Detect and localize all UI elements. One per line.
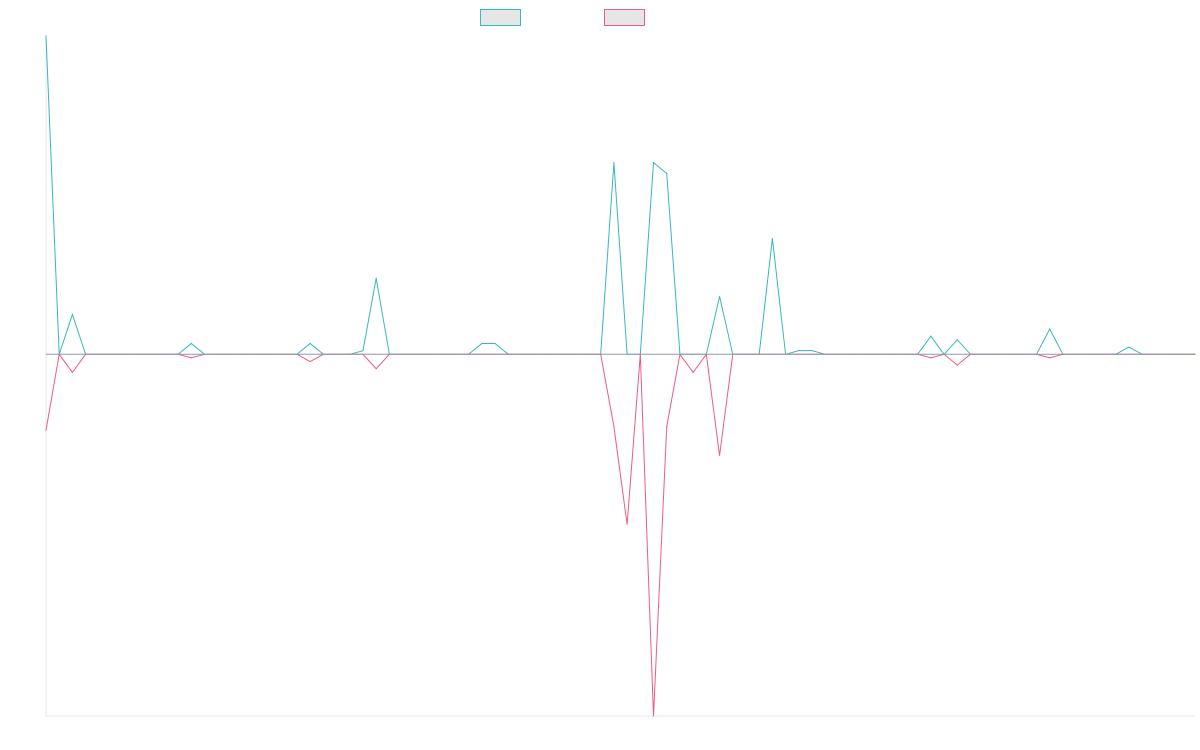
series-layer	[45, 35, 1196, 717]
data-point-series-2	[190, 357, 192, 359]
data-point-series-2	[956, 364, 958, 366]
legend-swatch-series-1[interactable]	[480, 9, 521, 26]
data-point-series-2	[692, 371, 694, 373]
series-line-2	[45, 352, 1195, 717]
data-point-series-1	[1128, 346, 1130, 348]
data-point-series-2	[1049, 357, 1051, 359]
data-point-series-2	[652, 715, 655, 717]
data-point-series-2	[613, 426, 615, 428]
data-point-series-1	[1049, 328, 1051, 330]
data-point-series-1	[375, 277, 377, 279]
data-point-series-1	[652, 162, 655, 164]
data-point-series-1	[362, 350, 364, 352]
data-point-series-1	[798, 350, 800, 352]
data-point-series-1	[811, 350, 813, 352]
data-point-series-2	[45, 429, 47, 431]
data-point-series-1	[771, 237, 773, 240]
data-point-series-1	[956, 339, 958, 341]
data-point-series-2	[375, 368, 377, 370]
series-1	[45, 35, 1196, 356]
data-point-series-1	[71, 313, 74, 316]
data-point-series-2	[71, 371, 74, 373]
data-point-series-2	[626, 523, 628, 525]
data-point-series-1	[45, 35, 47, 37]
legend-swatch-series-2[interactable]	[604, 9, 645, 26]
data-point-series-1	[666, 172, 668, 175]
data-point-series-2	[666, 426, 668, 428]
data-point-series-1	[930, 335, 932, 337]
data-point-series-1	[613, 162, 615, 164]
data-point-series-1	[718, 295, 721, 298]
data-point-series-1	[481, 342, 483, 345]
axes	[45, 36, 1195, 717]
series-line-1	[45, 35, 1195, 356]
data-point-series-1	[190, 342, 192, 345]
data-point-series-2	[309, 360, 311, 363]
data-point-series-1	[494, 342, 496, 345]
series-2	[45, 352, 1196, 717]
data-point-series-1	[309, 342, 311, 345]
data-point-series-2	[718, 454, 721, 457]
data-point-series-2	[930, 357, 932, 359]
legend	[480, 9, 645, 26]
